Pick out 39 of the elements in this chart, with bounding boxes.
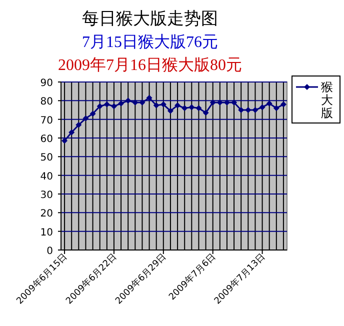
point xyxy=(231,100,238,106)
point xyxy=(259,104,266,110)
text: 2009年7月16日猴大版80元 xyxy=(58,56,242,74)
point xyxy=(188,104,195,110)
y-tick-label: 0 xyxy=(46,246,53,257)
legend-label: 猴大版 xyxy=(321,80,333,120)
point xyxy=(174,102,181,108)
point xyxy=(82,115,89,122)
y-tick-label: 10 xyxy=(40,227,53,238)
y-tick-label: 90 xyxy=(40,78,53,89)
point xyxy=(182,105,188,112)
y-tick-label: 50 xyxy=(40,152,53,164)
point xyxy=(210,100,216,106)
point xyxy=(125,98,132,104)
point xyxy=(104,101,110,108)
point xyxy=(153,102,160,108)
legend: 猴大版 xyxy=(292,76,340,124)
y-tick-label: 70 xyxy=(40,115,53,126)
y-tick-label: 80 xyxy=(40,96,53,108)
y-tick-label: 40 xyxy=(40,171,53,182)
point xyxy=(146,94,152,101)
chart-title: 每日猴大版走势图 xyxy=(82,9,218,28)
point xyxy=(202,110,209,116)
point xyxy=(90,110,96,117)
chart-subtitle: 7月15日猴大版76元 xyxy=(82,33,218,51)
point xyxy=(167,108,174,114)
y-tick-label: 20 xyxy=(40,208,53,220)
point xyxy=(139,100,146,106)
y-tick-label: 60 xyxy=(40,134,53,145)
point xyxy=(280,101,286,108)
y-tick-label: 30 xyxy=(40,190,53,201)
point xyxy=(96,103,103,110)
point xyxy=(196,105,202,112)
point xyxy=(252,107,258,113)
point xyxy=(76,122,82,128)
point xyxy=(273,105,280,112)
point xyxy=(68,129,75,136)
point xyxy=(110,103,117,110)
point xyxy=(160,101,166,108)
